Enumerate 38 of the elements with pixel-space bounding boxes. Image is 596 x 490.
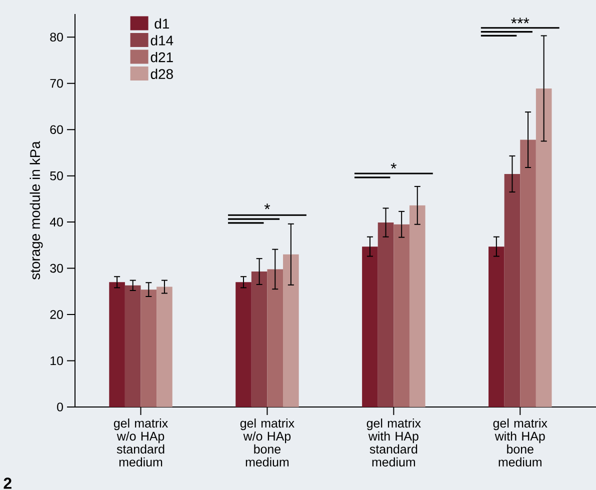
bar bbox=[109, 282, 125, 407]
annotation: * bbox=[390, 162, 397, 169]
bar bbox=[283, 254, 299, 407]
bar bbox=[236, 282, 252, 407]
annotation: * bbox=[264, 204, 270, 210]
bar bbox=[362, 246, 378, 407]
y-tick-label: 60 bbox=[50, 125, 63, 134]
legend-label: d21 bbox=[150, 52, 173, 62]
y-axis-title: storage module in kPa bbox=[30, 141, 43, 280]
x-tick-label: gel matrix with HAp bone medium bbox=[493, 418, 548, 467]
bar bbox=[124, 285, 141, 407]
x-tick-label: gel matrix with HAp standard medium bbox=[366, 418, 421, 467]
bar bbox=[409, 205, 426, 407]
bar bbox=[488, 246, 504, 407]
bar bbox=[394, 224, 410, 407]
bar bbox=[504, 174, 520, 407]
annotation: *** bbox=[511, 18, 530, 24]
y-tick-label: 40 bbox=[50, 218, 63, 226]
y-tick-label: 30 bbox=[50, 264, 63, 273]
y-tick-label: 50 bbox=[50, 171, 63, 180]
bar bbox=[251, 272, 268, 407]
y-tick-label: 20 bbox=[50, 310, 63, 319]
legend-label: d1 bbox=[154, 18, 169, 29]
legend-label: d28 bbox=[150, 68, 173, 80]
y-tick-label: 80 bbox=[50, 32, 63, 42]
y-tick-label: 70 bbox=[50, 78, 63, 88]
y-tick-label: 10 bbox=[50, 356, 63, 366]
x-tick-label: gel matrix w/o HAp bone medium bbox=[240, 418, 294, 467]
x-tick-label: gel matrix w/o HAp standard medium bbox=[114, 418, 168, 467]
y-tick-label: 0 bbox=[57, 402, 63, 412]
bar bbox=[156, 286, 172, 407]
bar bbox=[536, 88, 552, 407]
bar bbox=[267, 269, 284, 407]
bar bbox=[140, 290, 157, 407]
bar bbox=[378, 222, 394, 407]
text: 2 bbox=[4, 478, 12, 489]
legend-label: d14 bbox=[150, 35, 174, 46]
bar bbox=[520, 140, 536, 407]
